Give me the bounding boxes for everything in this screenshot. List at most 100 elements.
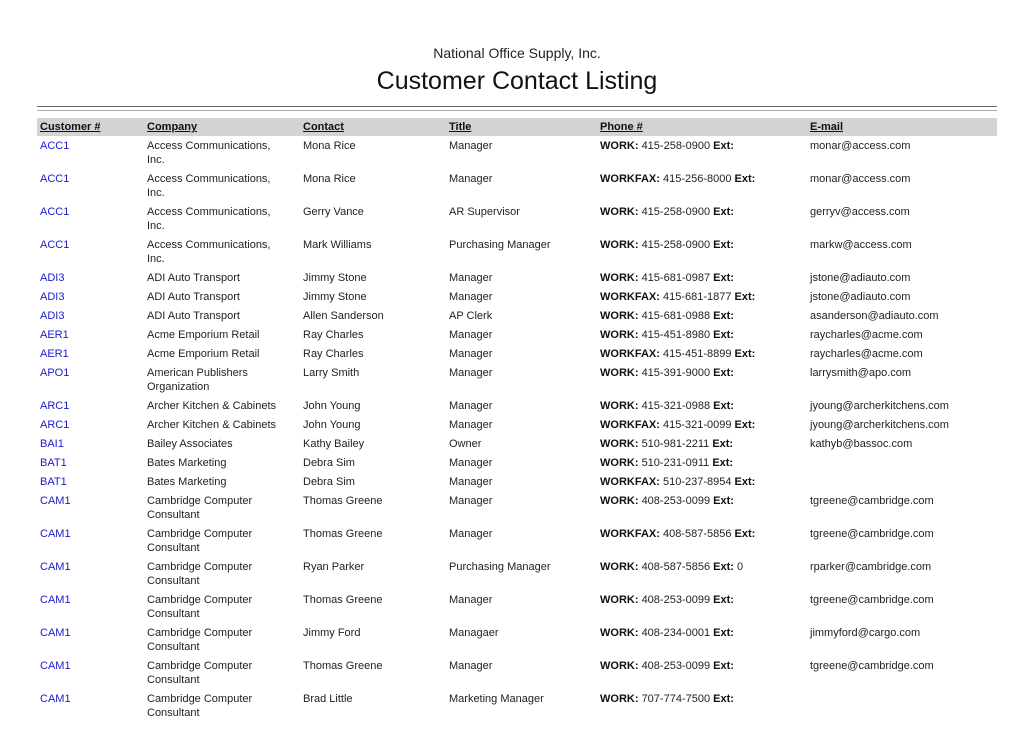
table-row: BAT1 Bates Marketing Debra Sim Manager WORKF… — [37, 472, 997, 491]
table-row: BAT1 Bates Marketing Debra Sim Manager WORK:… — [37, 453, 997, 472]
title: Manager — [449, 329, 493, 341]
phone-number: 415-321-0099 — [662, 419, 732, 431]
customer-number[interactable]: ACC1 — [40, 206, 70, 218]
company: Archer Kitchen & Cabinets — [147, 419, 277, 431]
phone: WORK: 415-321-0988 Ext: — [597, 396, 807, 415]
contact: Kathy Bailey — [303, 438, 365, 450]
title: Manager — [449, 528, 493, 540]
phone-number: 408-253-0099 — [641, 495, 711, 507]
customer-number[interactable]: ADI3 — [40, 310, 65, 322]
phone-type: WORKFAX: — [600, 476, 660, 488]
phone-type: WORK: — [600, 239, 639, 251]
customer-number[interactable]: AER1 — [40, 329, 69, 341]
report-title: Customer Contact Listing — [376, 67, 658, 95]
title: Manager — [449, 594, 493, 606]
company: Cambridge Computer Consultant — [147, 495, 253, 521]
email: gerryv@access.com — [810, 206, 910, 218]
customer-number[interactable]: CAM1 — [40, 528, 71, 540]
customer-number[interactable]: ACC1 — [40, 140, 70, 152]
ext-label: Ext: — [734, 173, 756, 185]
title: Managaer — [449, 627, 499, 639]
customer-number[interactable]: ADI3 — [40, 291, 65, 303]
company: Access Communications, Inc. — [147, 140, 271, 166]
phone: WORK: 415-681-0988 Ext: — [597, 306, 807, 325]
company: Acme Emporium Retail — [147, 329, 260, 341]
contact: Debra Sim — [303, 476, 355, 488]
table-row: CAM1 Cambridge Computer Consultant Jimmy … — [37, 623, 997, 656]
company: Access Communications, Inc. — [147, 239, 271, 265]
title: Manager — [449, 495, 493, 507]
phone: WORK: 510-981-2211 Ext: — [597, 434, 807, 453]
company: Archer Kitchen & Cabinets — [147, 400, 277, 412]
title: Manager — [449, 272, 493, 284]
customer-number[interactable]: BAT1 — [40, 476, 67, 488]
customer-number[interactable]: ACC1 — [40, 173, 70, 185]
col-company: Company — [144, 118, 300, 136]
email: larrysmith@apo.com — [810, 367, 912, 379]
ext-label: Ext: — [734, 528, 756, 540]
phone-type: WORK: — [600, 400, 639, 412]
phone-number: 415-681-1877 — [662, 291, 732, 303]
ext-label: Ext: — [713, 140, 734, 152]
company: Bates Marketing — [147, 457, 227, 469]
company: Access Communications, Inc. — [147, 173, 271, 199]
title: Manager — [449, 400, 493, 412]
phone: WORK: 415-258-0900 Ext: — [597, 235, 807, 268]
customer-number[interactable]: CAM1 — [40, 627, 71, 639]
customer-number[interactable]: CAM1 — [40, 660, 71, 672]
email: jstone@adiauto.com — [810, 291, 911, 303]
company: ADI Auto Transport — [147, 291, 240, 303]
phone-type: WORKFAX: — [600, 419, 660, 431]
customer-number[interactable]: ADI3 — [40, 272, 65, 284]
table-row: ADI3 ADI Auto Transport Allen Sanderson AP … — [37, 306, 997, 325]
customer-number[interactable]: ARC1 — [40, 400, 70, 412]
email — [807, 453, 997, 472]
ext-label: Ext: — [713, 594, 734, 606]
email: kathyb@bassoc.com — [810, 438, 913, 450]
col-customer: Customer # — [37, 118, 144, 136]
phone-type: WORK: — [600, 457, 639, 469]
ext-label: Ext: — [713, 239, 734, 251]
customer-number[interactable]: CAM1 — [40, 693, 71, 705]
email: jyoung@archerkitchens.com — [810, 419, 949, 431]
customer-number[interactable]: AER1 — [40, 348, 69, 360]
ext-label: Ext: — [734, 291, 756, 303]
contact: John Young — [303, 400, 361, 412]
table-row: ACC1 Access Communications, Inc. Mark Will… — [37, 235, 997, 268]
customer-number[interactable]: BAI1 — [40, 438, 64, 450]
customer-number[interactable]: APO1 — [40, 367, 70, 379]
table-row: AER1 Acme Emporium Retail Ray Charles Manag… — [37, 344, 997, 363]
phone-number: 415-681-0987 — [641, 272, 711, 284]
col-phone: Phone # — [597, 118, 807, 136]
table-row: BAI1 Bailey Associates Kathy Bailey Owner WO… — [37, 434, 997, 453]
contact-table: Customer # Company Contact Title Phone #… — [37, 118, 997, 722]
phone: WORKFAX: 415-256-8000 Ext: — [597, 169, 807, 202]
col-email: E-mail — [807, 118, 997, 136]
table-row: ACC1 Access Communications, Inc. Mona Rice… — [37, 136, 997, 169]
phone: WORK: 408-253-0099 Ext: — [597, 590, 807, 623]
contact: John Young — [303, 419, 361, 431]
table-row: CAM1 Cambridge Computer Consultant Thomas… — [37, 590, 997, 623]
customer-number[interactable]: CAM1 — [40, 561, 71, 573]
title: Manager — [449, 291, 493, 303]
title: Manager — [449, 173, 493, 185]
title: Manager — [449, 476, 493, 488]
ext-label: Ext: — [713, 693, 734, 705]
customer-number[interactable]: ACC1 — [40, 239, 70, 251]
table-row: CAM1 Cambridge Computer Consultant Thomas … — [37, 524, 997, 557]
customer-number[interactable]: CAM1 — [40, 495, 71, 507]
customer-number[interactable]: BAT1 — [40, 457, 67, 469]
table-row: APO1 American Publishers Organization Larr… — [37, 363, 997, 396]
phone-number: 415-391-9000 — [641, 367, 711, 379]
customer-number[interactable]: ARC1 — [40, 419, 70, 431]
title: Manager — [449, 419, 493, 431]
ext-label: Ext: — [713, 367, 734, 379]
phone: WORK: 408-587-5856 Ext: 0 — [597, 557, 807, 590]
phone: WORKFAX: 510-237-8954 Ext: — [597, 472, 807, 491]
phone-type: WORK: — [600, 594, 639, 606]
customer-number[interactable]: CAM1 — [40, 594, 71, 606]
phone: WORK: 415-258-0900 Ext: — [597, 136, 807, 169]
email: raycharles@acme.com — [810, 348, 923, 360]
phone-type: WORK: — [600, 495, 639, 507]
phone-type: WORK: — [600, 329, 639, 341]
